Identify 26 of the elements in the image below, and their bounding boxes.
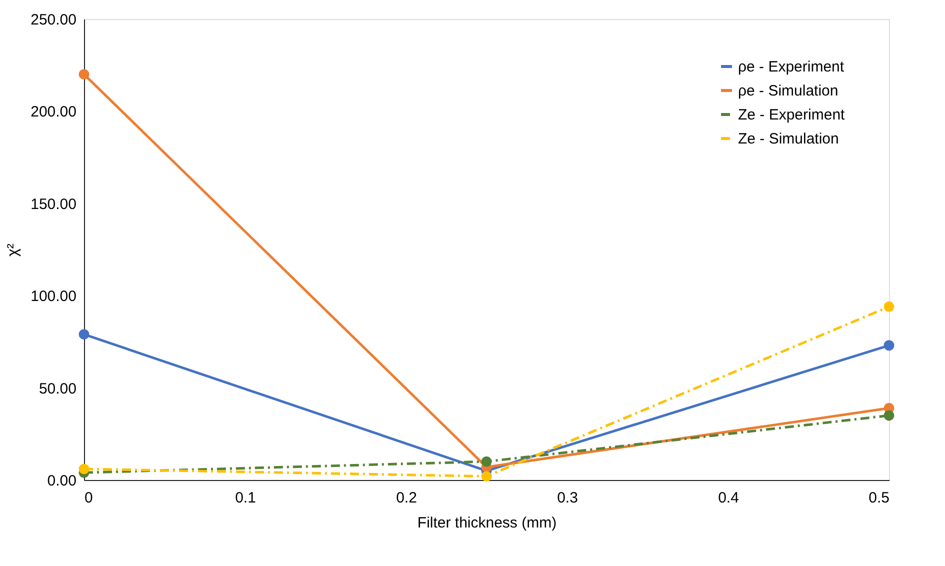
x-tick-label: 0.4 <box>718 490 739 506</box>
y-axis-title: χ² <box>4 244 22 256</box>
legend-label: ρe - Simulation <box>738 82 838 100</box>
y-tick-label: 150.00 <box>30 196 76 213</box>
x-tick-label: 0.3 <box>557 490 578 506</box>
x-tick-label: 0.5 <box>868 490 890 506</box>
point <box>884 301 894 312</box>
x-tick-label: 0.1 <box>235 490 256 506</box>
point <box>481 456 492 467</box>
point <box>884 340 894 351</box>
point <box>481 471 492 482</box>
y-tick-label: 50.00 <box>38 380 76 398</box>
legend-label: Ze - Simulation <box>738 130 839 148</box>
legend-label: ρe - Experiment <box>738 58 845 76</box>
y-tick-label: 100.00 <box>30 288 76 306</box>
legend-label: Ze - Experiment <box>738 106 846 124</box>
y-tick-label: 0.00 <box>47 472 76 490</box>
x-tick-label: 0.2 <box>396 490 417 506</box>
point <box>78 464 90 474</box>
y-tick-label: 250.00 <box>30 12 76 28</box>
x-tick-label: 0 <box>84 490 93 506</box>
point <box>884 410 894 421</box>
point <box>78 69 90 80</box>
point <box>78 329 90 340</box>
y-tick-label: 200.00 <box>30 104 76 121</box>
x-axis-title: Filter thickness (mm) <box>417 514 557 532</box>
